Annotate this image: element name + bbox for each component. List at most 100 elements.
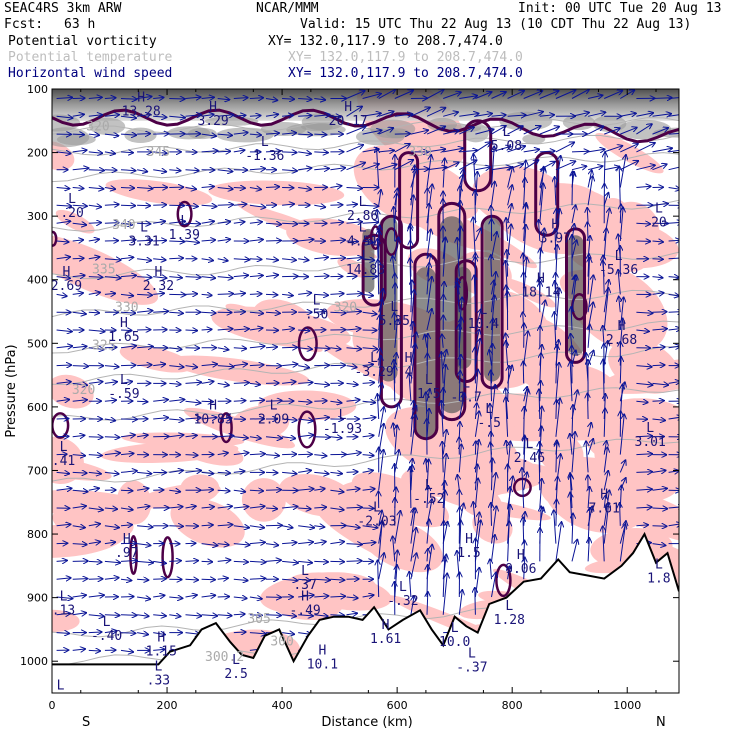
wind-vector — [249, 578, 265, 579]
wind-vector — [137, 488, 148, 490]
wind-vector — [201, 97, 214, 98]
wind-vector — [314, 615, 327, 617]
wind-vector — [137, 365, 152, 366]
pv-extremum-type: H — [209, 100, 217, 115]
wind-vector — [555, 399, 560, 437]
wind-vector — [104, 115, 119, 117]
wind-vector — [249, 294, 262, 295]
wind-vector — [378, 560, 379, 598]
pv-extremum-value: .50 — [305, 308, 328, 323]
wind-vector — [346, 472, 358, 473]
wind-vector — [56, 152, 71, 154]
wind-vector — [201, 401, 213, 402]
wind-vector — [282, 115, 293, 116]
wind-vector — [104, 578, 119, 580]
wind-vector — [362, 294, 374, 295]
wind-vector — [506, 341, 508, 366]
pv-contour — [437, 201, 467, 422]
pv-extremum-value: -.5 — [477, 416, 500, 431]
wind-vector — [652, 526, 667, 527]
wind-vector — [120, 99, 137, 100]
wind-vector — [426, 155, 431, 188]
pv-extremum-value: 18.14 — [521, 286, 560, 301]
wind-vector — [120, 346, 136, 348]
wind-vector — [588, 325, 590, 348]
wind-vector — [120, 508, 133, 510]
wind-vector — [201, 259, 214, 261]
wind-vector — [442, 442, 443, 473]
wind-vector — [652, 488, 667, 490]
wind-vector — [475, 464, 477, 491]
wind-vector — [588, 149, 605, 152]
wind-vector — [506, 397, 508, 437]
x-tick-label: 200 — [157, 699, 178, 712]
wind-vector — [201, 312, 216, 313]
wind-vector — [153, 615, 166, 616]
wind-vector — [539, 220, 540, 242]
pv-extremum-value: -1.93 — [323, 422, 362, 437]
wind-vector — [233, 293, 245, 294]
wind-vector — [475, 191, 476, 224]
wind-vector — [491, 182, 495, 206]
wind-vector — [265, 275, 278, 277]
wind-vector — [410, 406, 416, 420]
pv-extremum-value: 10.85 — [194, 413, 233, 428]
wind-vector — [233, 312, 245, 313]
wind-vector — [56, 205, 72, 206]
pv-extremum: H18.14 — [521, 272, 560, 301]
wind-vector — [169, 277, 182, 278]
wind-vector — [249, 561, 266, 562]
wind-vector — [56, 330, 72, 332]
pv-extremum-type: H — [62, 265, 70, 280]
wind-vector — [330, 579, 344, 580]
wind-vector — [330, 542, 344, 544]
wind-vector — [282, 615, 296, 616]
theta-label: 330 — [115, 301, 138, 316]
wind-vector — [603, 471, 608, 491]
wind-vector — [314, 542, 326, 544]
wind-vector — [346, 561, 362, 562]
wind-vector — [298, 239, 313, 241]
wind-vector — [636, 454, 652, 455]
wind-vector — [652, 508, 668, 509]
wind-vector — [298, 188, 311, 190]
wind-vector — [540, 353, 541, 384]
x-tick-label: 800 — [502, 699, 523, 712]
wind-vector — [572, 171, 573, 206]
wind-vector — [298, 470, 311, 472]
wind-vector — [523, 472, 527, 491]
wind-vector — [201, 595, 216, 597]
wind-vector — [522, 468, 524, 509]
pv-extremum-value: -5.36 — [599, 263, 638, 278]
wind-vector — [88, 542, 100, 544]
wind-vector — [233, 150, 245, 152]
wind-vector — [120, 257, 133, 259]
valid-time: Valid: 15 UTC Thu 22 Aug 13 (10 CDT Thu … — [300, 17, 692, 32]
wind-vector — [620, 503, 621, 526]
wind-vector — [443, 282, 444, 295]
pv-extremum-type: L — [425, 373, 433, 388]
wind-vector — [409, 572, 411, 598]
wind-vector — [603, 193, 608, 206]
wind-vector — [72, 472, 87, 473]
wind-vector — [265, 259, 278, 260]
wind-vector — [233, 188, 245, 189]
wind-vector — [217, 578, 228, 579]
wind-vector — [507, 146, 525, 153]
wind-vector — [104, 347, 117, 348]
pv-extremum: L-1.93 — [323, 408, 362, 437]
wind-vector — [265, 525, 282, 526]
x-tick-label: 0 — [49, 699, 56, 712]
wind-vector — [523, 517, 524, 544]
pv-extremum-value: 4.51 — [347, 235, 378, 250]
wind-vector — [104, 542, 115, 544]
wind-vector — [104, 526, 119, 528]
wind-vector — [619, 297, 621, 313]
wind-vector — [556, 245, 557, 277]
pv-extremum: L.20 — [60, 192, 83, 221]
pv-extremum-value: 2.86 — [347, 209, 378, 224]
pv-extremum-type: L — [468, 647, 476, 662]
pv-extremum-value: 2.32 — [143, 279, 174, 294]
wind-vector — [507, 91, 524, 99]
